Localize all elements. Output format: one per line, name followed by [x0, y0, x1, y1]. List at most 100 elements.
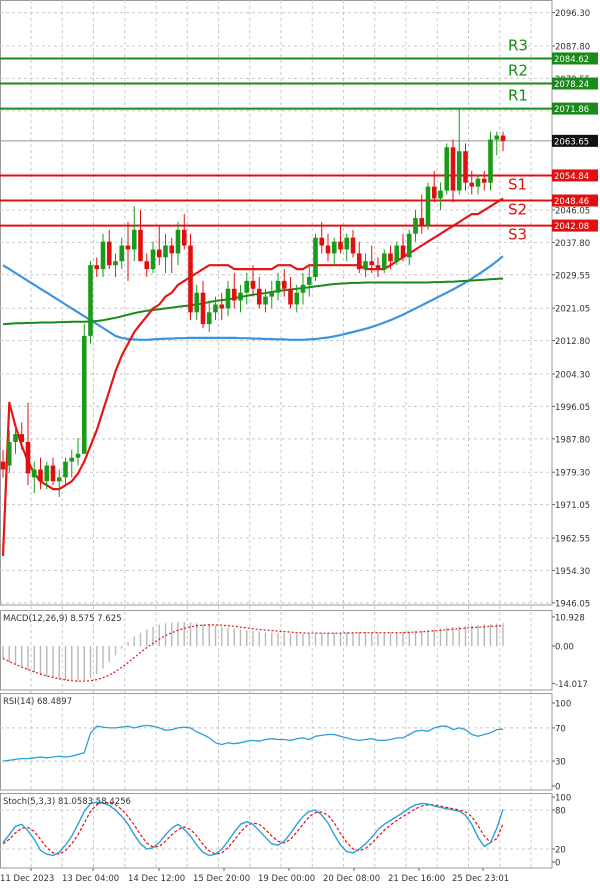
- level-name-s1: S1: [508, 175, 527, 193]
- rsi-tick-label: 0: [555, 783, 560, 793]
- current-price-label: 2063.65: [554, 137, 589, 147]
- y-tick-label: 1962.55: [555, 535, 590, 545]
- rsi-tick-label: 70: [555, 724, 566, 734]
- candle-body: [19, 434, 25, 442]
- main-panel: [0, 0, 553, 606]
- candle-body: [488, 139, 493, 183]
- level-tag-r1: [552, 102, 598, 115]
- stoch-tick-label: 100: [555, 794, 571, 804]
- candle-body: [181, 229, 187, 246]
- level-value-label: 2071.86: [554, 105, 589, 115]
- candle-body: [38, 469, 43, 482]
- candle-body: [300, 284, 306, 293]
- candle-body: [375, 265, 381, 270]
- candle-body: [406, 233, 412, 258]
- candle-body: [75, 453, 81, 458]
- x-tick-label: 20 Dec 08:00: [323, 874, 380, 884]
- candle-body: [388, 253, 393, 262]
- macd-label: MACD(12,26,9) 8.575 7.625: [3, 614, 122, 624]
- candle-body: [294, 292, 300, 305]
- candle-body: [194, 292, 200, 313]
- candle-body: [50, 465, 56, 482]
- macd-panel: [0, 610, 553, 691]
- candle-body: [250, 280, 256, 289]
- current-price-tag: [552, 134, 598, 147]
- rsi-panel: [0, 693, 553, 791]
- y-tick-label: 1954.30: [555, 567, 590, 577]
- candle-body: [394, 245, 400, 262]
- candle-body: [456, 151, 462, 191]
- candle-body: [175, 229, 181, 254]
- candle-body: [150, 249, 156, 270]
- rsi-label: RSI(14) 68.4897: [3, 697, 72, 707]
- candle-body: [6, 441, 12, 466]
- stoch-panel: [0, 793, 553, 869]
- rsi-tick-label: 100: [555, 700, 571, 710]
- candle-body: [100, 241, 106, 270]
- x-tick-label: 25 Dec 23:01: [452, 874, 509, 884]
- y-tick-label: 2046.05: [555, 206, 590, 216]
- candle-body: [44, 465, 50, 482]
- candle-body: [200, 292, 206, 325]
- candle-body: [381, 253, 387, 270]
- x-tick-label: 15 Dec 20:00: [193, 874, 250, 884]
- level-tag-s1: [552, 169, 598, 182]
- level-tag-s2: [552, 194, 598, 207]
- macd-histogram: [2, 622, 504, 682]
- y-tick-label: 1987.80: [555, 435, 590, 445]
- candle-body: [369, 261, 375, 266]
- candle-body: [469, 182, 475, 187]
- candle-body: [319, 237, 325, 246]
- x-tick-label: 11 Dec 2023: [0, 874, 54, 884]
- macd-tick-label: 0.00: [555, 643, 574, 653]
- y-tick-label: 1946.05: [555, 599, 590, 609]
- candle-body: [213, 304, 218, 313]
- y-tick-label: 1996.05: [555, 403, 590, 413]
- candle-body: [31, 469, 37, 478]
- candle-body: [231, 288, 237, 301]
- candle-body: [119, 245, 125, 262]
- stoch-label: Stoch(5,3,3) 81.0583 58.4256: [3, 797, 131, 807]
- level-value-label: 2084.62: [554, 55, 589, 65]
- y-tick-label: 1971.05: [555, 501, 590, 511]
- candle-body: [275, 280, 281, 293]
- candle-body: [444, 147, 450, 191]
- level-name-r2: R2: [508, 62, 528, 80]
- level-tag-r3: [552, 52, 598, 65]
- candle-body: [481, 178, 487, 183]
- y-tick-label: 2012.80: [555, 337, 590, 347]
- candle-body: [350, 237, 356, 254]
- level-tag-r2: [552, 77, 598, 90]
- x-tick-label: 21 Dec 16:00: [388, 874, 445, 884]
- candle-body: [269, 292, 275, 297]
- candle-body: [131, 229, 137, 250]
- level-value-label: 2042.08: [554, 222, 589, 232]
- candle-body: [188, 245, 193, 313]
- candle-body: [13, 434, 18, 442]
- vertical-grid: [30, 0, 532, 868]
- candle-body: [263, 296, 268, 305]
- candle-body: [438, 190, 443, 199]
- candle-body: [206, 312, 212, 325]
- candle-body: [500, 135, 506, 141]
- candle-body: [313, 237, 318, 277]
- level-tag-s3: [552, 219, 598, 232]
- x-tick-label: 14 Dec 12:00: [128, 874, 185, 884]
- candle-body: [463, 151, 468, 183]
- candle-body: [431, 186, 437, 199]
- candle-body: [288, 288, 293, 305]
- candle-body: [475, 178, 481, 187]
- candle-body: [106, 241, 112, 266]
- y-tick-label: 2087.80: [555, 42, 590, 52]
- candles: [0, 108, 506, 497]
- candle-body: [356, 253, 362, 270]
- candle-body: [425, 186, 431, 226]
- candle-body: [400, 245, 406, 258]
- y-tick-label: 1979.30: [555, 469, 590, 479]
- candle-body: [169, 245, 175, 254]
- level-value-label: 2078.24: [554, 80, 589, 90]
- stoch-tick-label: 0: [555, 859, 560, 869]
- candle-body: [69, 457, 75, 462]
- candle-body: [138, 229, 143, 262]
